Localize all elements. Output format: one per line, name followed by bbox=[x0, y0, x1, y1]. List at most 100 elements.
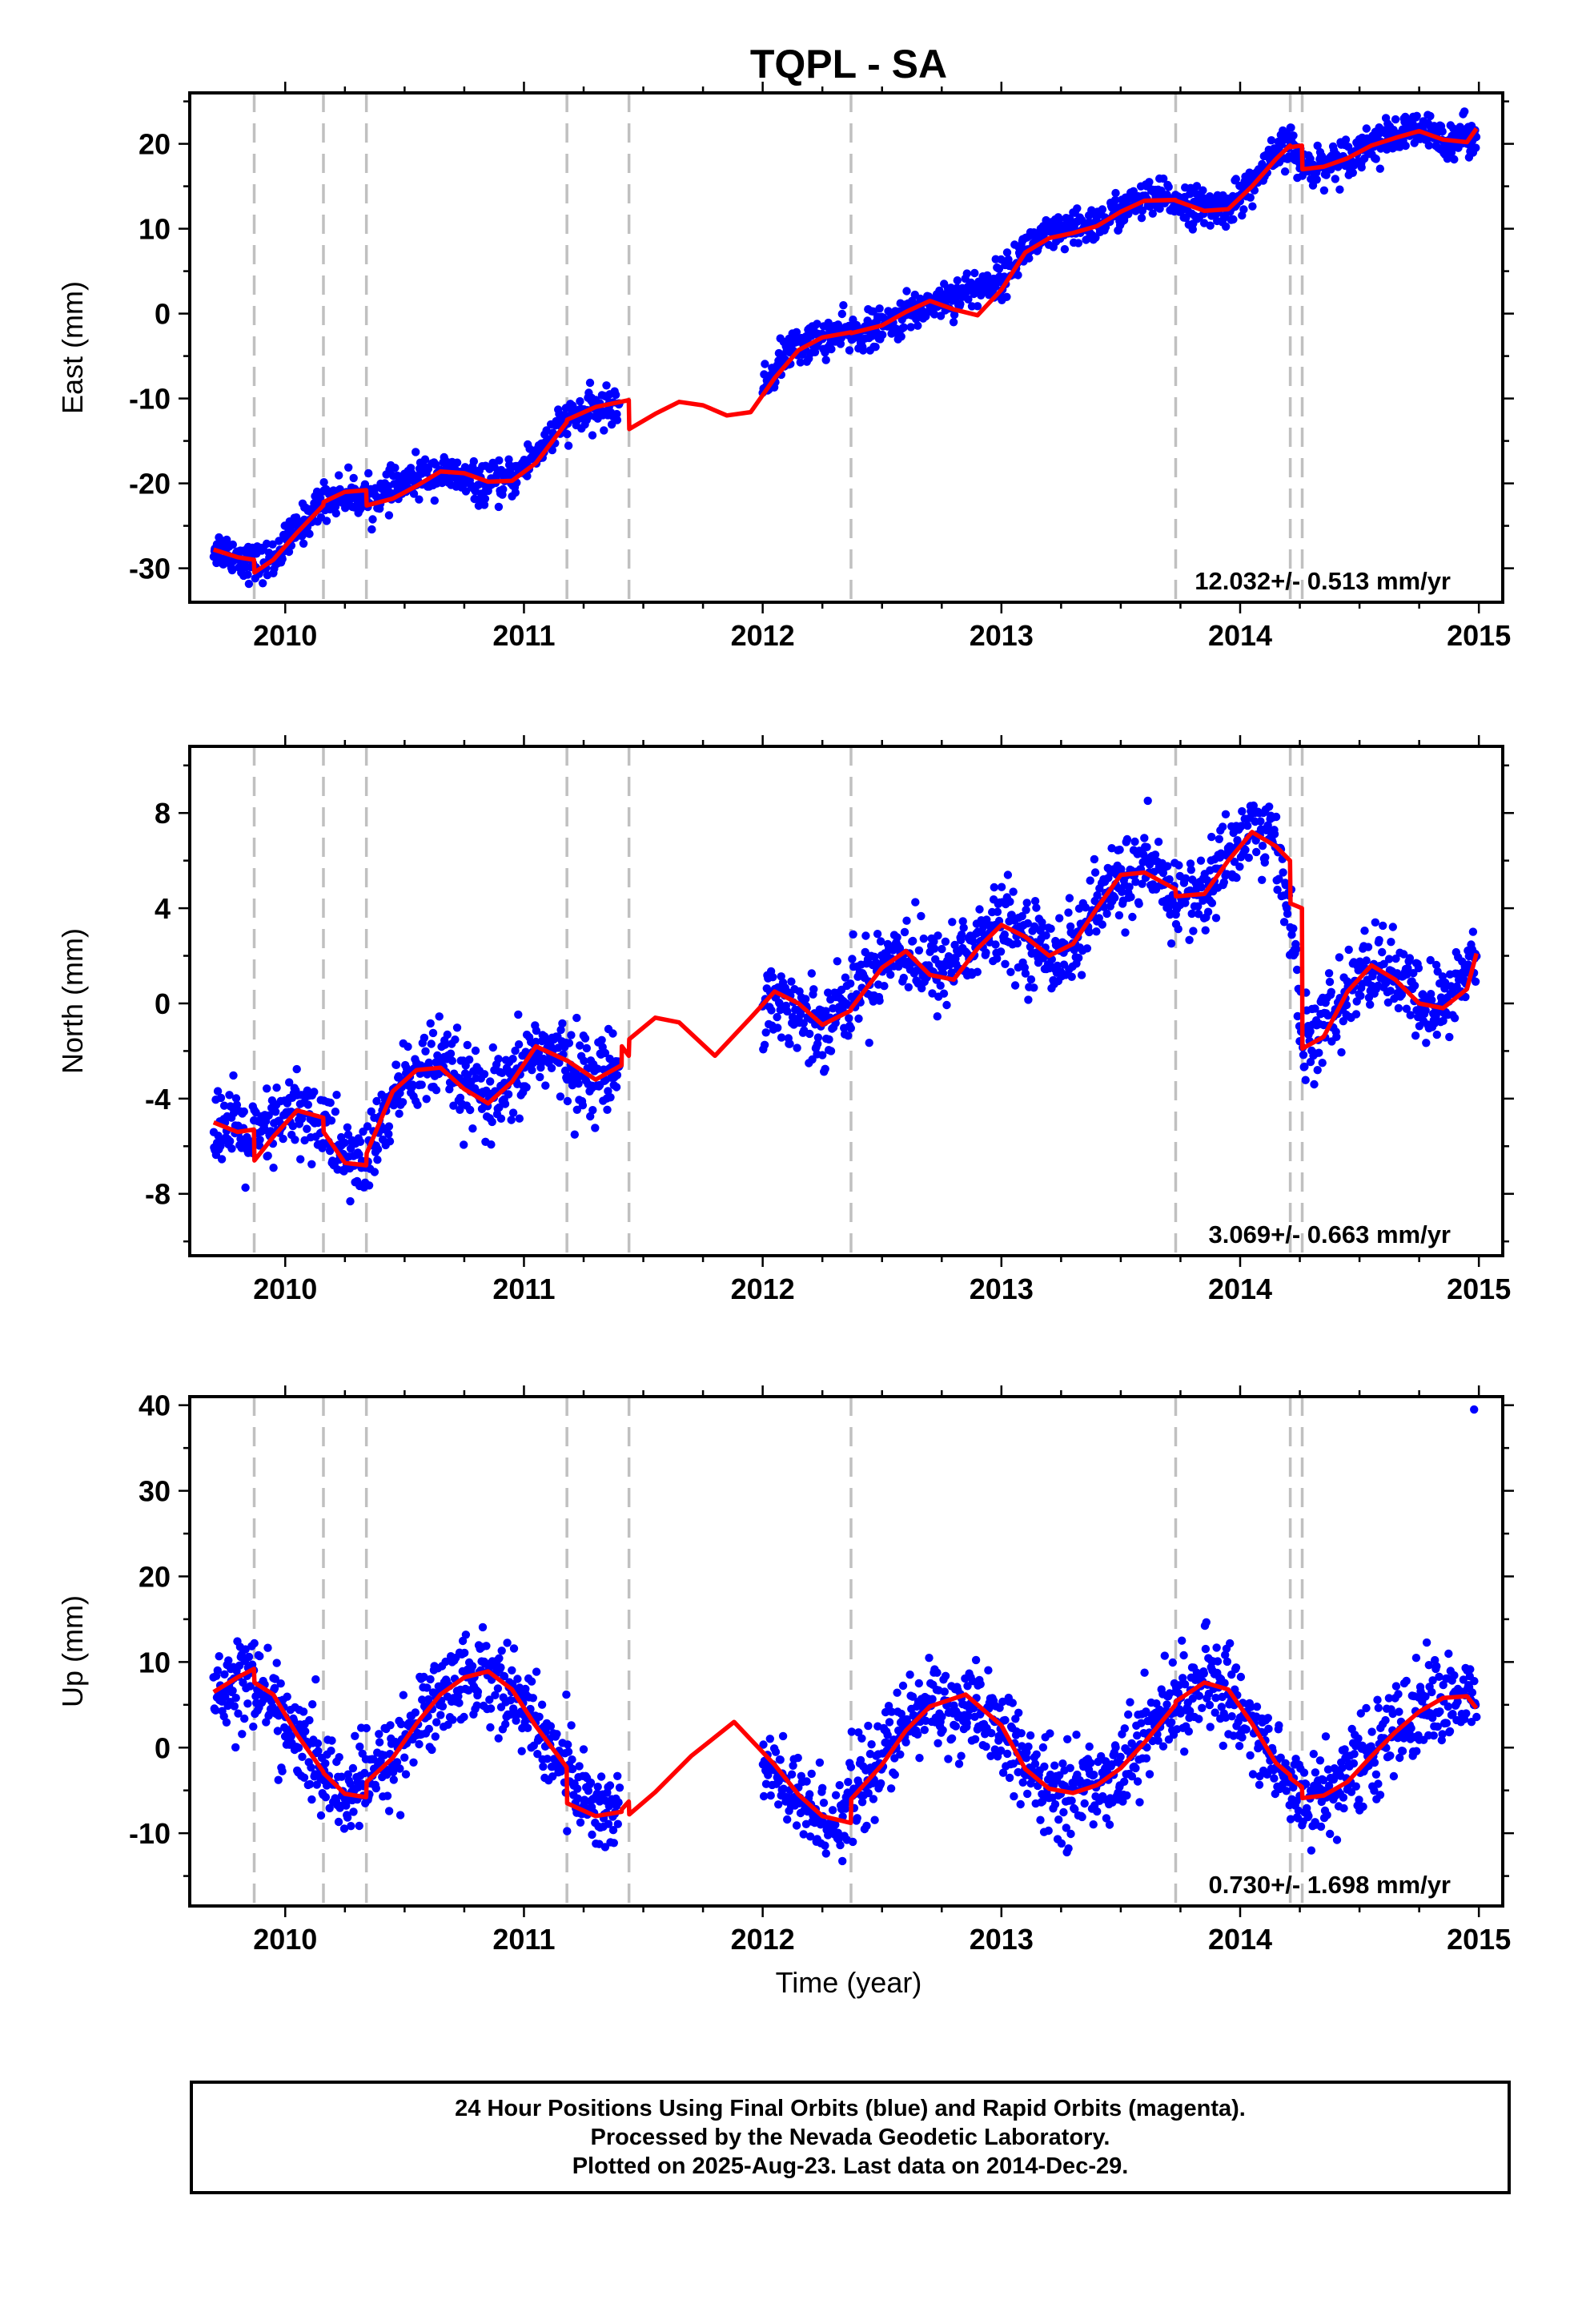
data-point bbox=[543, 1755, 552, 1763]
data-point bbox=[294, 1743, 303, 1752]
data-point bbox=[1000, 930, 1010, 939]
data-point bbox=[1145, 178, 1154, 187]
data-point bbox=[415, 1739, 424, 1749]
data-point bbox=[344, 463, 353, 472]
data-point bbox=[854, 1014, 863, 1023]
data-point bbox=[1026, 1731, 1035, 1740]
data-point bbox=[865, 1039, 873, 1047]
data-point bbox=[777, 1033, 786, 1042]
data-point bbox=[857, 1734, 866, 1743]
north-rate-label: 3.069+/- 0.663 mm/yr bbox=[1209, 1220, 1451, 1248]
data-point bbox=[612, 416, 622, 424]
data-point bbox=[849, 1837, 857, 1847]
data-point bbox=[1351, 1010, 1361, 1019]
data-point bbox=[570, 1130, 579, 1139]
data-point bbox=[1148, 209, 1158, 218]
data-point bbox=[890, 1770, 900, 1779]
data-point bbox=[759, 1740, 768, 1749]
data-point bbox=[1116, 1752, 1125, 1761]
data-point bbox=[493, 1684, 503, 1693]
data-point bbox=[370, 1168, 379, 1176]
data-point bbox=[605, 1781, 615, 1790]
data-point bbox=[427, 1039, 436, 1048]
data-point bbox=[1468, 927, 1478, 936]
data-point bbox=[864, 1721, 873, 1731]
data-point bbox=[335, 1753, 343, 1762]
data-point bbox=[976, 1679, 985, 1689]
data-point bbox=[914, 946, 924, 955]
data-point bbox=[1211, 1694, 1220, 1703]
data-point bbox=[331, 1108, 340, 1116]
data-point bbox=[230, 1702, 239, 1711]
data-point bbox=[1357, 163, 1366, 172]
x-tick-label: 2010 bbox=[253, 619, 317, 652]
data-point bbox=[321, 1759, 330, 1768]
data-point bbox=[1238, 806, 1247, 816]
data-point bbox=[1383, 998, 1393, 1007]
data-point bbox=[259, 579, 267, 588]
data-point bbox=[327, 1747, 335, 1755]
data-point bbox=[893, 933, 901, 942]
data-point bbox=[1461, 992, 1470, 1002]
data-point bbox=[1006, 967, 1015, 977]
data-point bbox=[362, 1723, 371, 1733]
data-point bbox=[1349, 1759, 1359, 1768]
data-point bbox=[504, 1090, 513, 1099]
data-point bbox=[815, 1758, 825, 1767]
data-point bbox=[355, 1821, 363, 1831]
y-tick-label: 0 bbox=[155, 987, 171, 1020]
data-point bbox=[1167, 1718, 1176, 1727]
data-point bbox=[1014, 271, 1022, 279]
data-point bbox=[1179, 1651, 1188, 1660]
data-point bbox=[539, 1762, 548, 1771]
data-point bbox=[238, 1730, 247, 1739]
data-point bbox=[231, 1694, 240, 1703]
data-point bbox=[1195, 1691, 1204, 1700]
data-point bbox=[904, 983, 913, 992]
x-tick-label: 2015 bbox=[1447, 619, 1511, 652]
data-point bbox=[564, 1747, 573, 1756]
data-point bbox=[936, 981, 945, 990]
data-point bbox=[970, 1735, 980, 1743]
data-point bbox=[486, 1077, 495, 1086]
data-point bbox=[307, 1160, 316, 1169]
data-point bbox=[436, 1711, 445, 1719]
data-point bbox=[1135, 1798, 1144, 1807]
data-point bbox=[1002, 248, 1012, 257]
data-point bbox=[1306, 1027, 1315, 1036]
data-point bbox=[938, 1726, 947, 1735]
x-tick-label: 2012 bbox=[731, 1273, 795, 1305]
data-point bbox=[1078, 1812, 1086, 1822]
data-point bbox=[1003, 1749, 1012, 1759]
data-point bbox=[496, 1663, 505, 1672]
data-point bbox=[468, 1124, 477, 1133]
data-point bbox=[846, 1763, 856, 1771]
data-point bbox=[591, 1124, 600, 1132]
data-point bbox=[1447, 148, 1456, 157]
data-point bbox=[1412, 111, 1421, 120]
data-point bbox=[298, 1752, 307, 1761]
data-point bbox=[605, 1054, 614, 1063]
data-point bbox=[1142, 842, 1151, 852]
data-point bbox=[1399, 950, 1408, 959]
data-point bbox=[299, 1773, 309, 1782]
data-point bbox=[836, 340, 845, 348]
data-point bbox=[613, 1771, 622, 1780]
data-point bbox=[799, 1830, 808, 1839]
data-point bbox=[769, 973, 777, 982]
data-point bbox=[486, 1723, 495, 1732]
data-point bbox=[969, 937, 978, 946]
data-point bbox=[1205, 1700, 1215, 1710]
data-point bbox=[959, 923, 968, 932]
data-point bbox=[947, 1734, 957, 1743]
data-point bbox=[984, 1666, 993, 1675]
data-point bbox=[1202, 1618, 1211, 1627]
x-tick-label: 2012 bbox=[731, 619, 795, 652]
data-point bbox=[593, 1783, 602, 1791]
data-point bbox=[460, 1712, 468, 1722]
data-point bbox=[1118, 1797, 1127, 1806]
data-point bbox=[1306, 1057, 1315, 1067]
data-point bbox=[600, 1048, 610, 1058]
data-point bbox=[796, 1010, 805, 1019]
data-point bbox=[319, 478, 328, 487]
